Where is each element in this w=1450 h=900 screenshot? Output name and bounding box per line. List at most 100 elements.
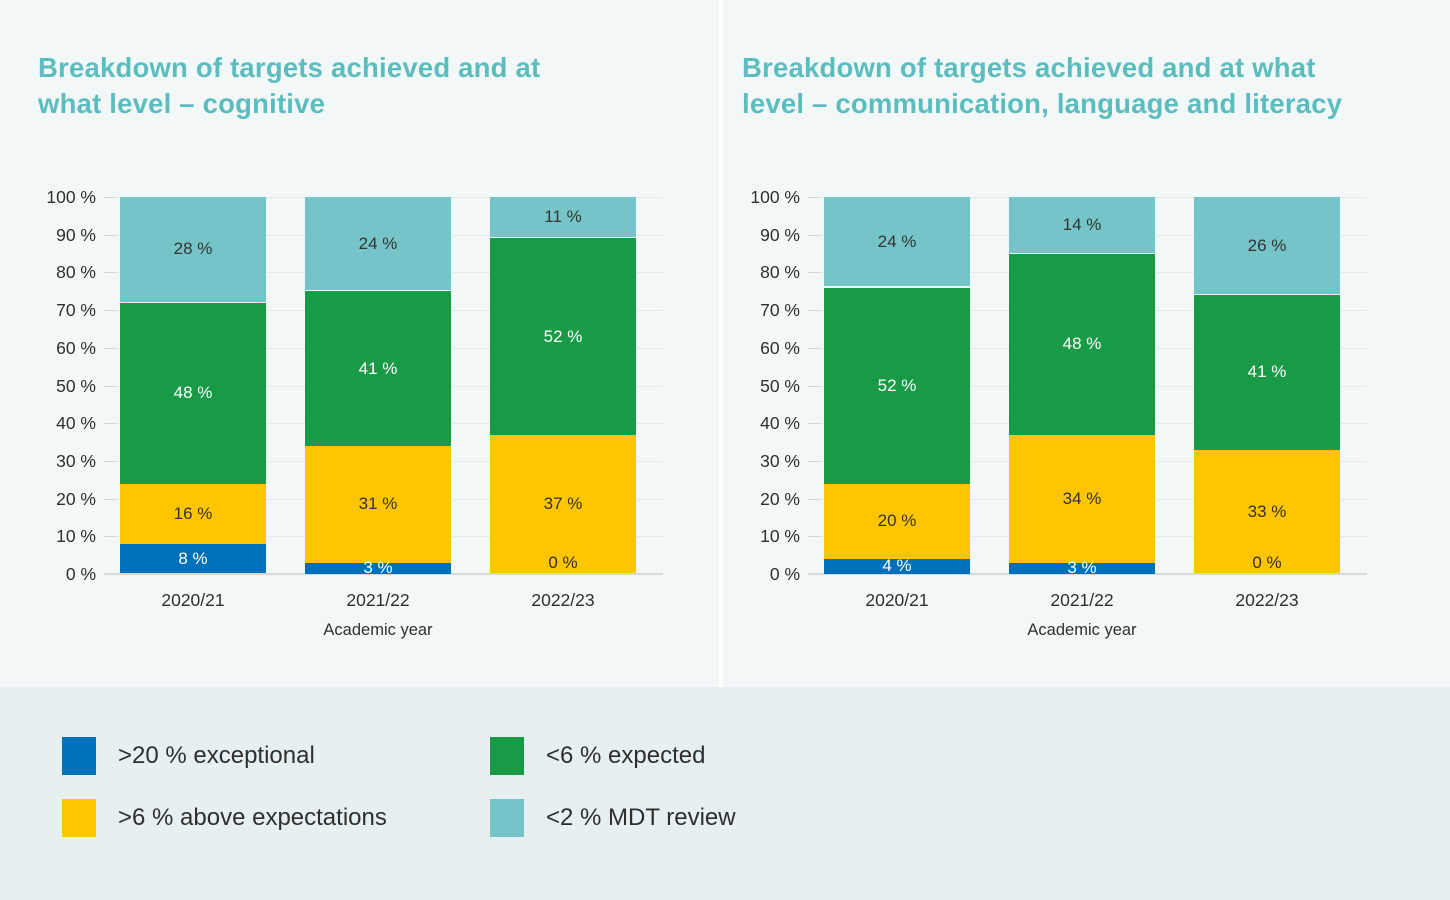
y-axis-tick xyxy=(808,498,820,500)
bar-2020/21: 4 % 20 % 52 % 24 % xyxy=(824,197,970,575)
category-label: 2021/22 xyxy=(346,590,410,610)
chart-title-cognitive-line-2: what level – cognitive xyxy=(38,88,326,119)
legend-item: >20 % exceptional xyxy=(62,737,490,775)
bar-segment-label: 3 % xyxy=(1067,558,1097,578)
bar-segment: 3 % xyxy=(1009,558,1155,577)
y-tick-label: 70 % xyxy=(760,300,800,321)
legend-swatch-above_expectations xyxy=(62,799,96,837)
y-tick-label: 50 % xyxy=(760,375,800,396)
bar-2021/22: 3 % 31 % 41 % 24 % xyxy=(305,197,451,577)
y-axis-tick xyxy=(104,197,116,198)
bar-segment: 3 % xyxy=(305,558,451,577)
bar-segment-label: 11 % xyxy=(544,207,582,227)
y-axis-tick xyxy=(808,460,820,462)
charts-area: Breakdown of targets achieved and at wha… xyxy=(38,0,1442,687)
y-tick-label: 90 % xyxy=(760,224,800,245)
bar-segment-label: 33 % xyxy=(1247,501,1287,521)
legend-swatch-mdt_review xyxy=(490,799,524,837)
legend-swatch-expected xyxy=(490,737,524,775)
category-label: 2020/21 xyxy=(865,590,929,610)
bar-segment-label: 48 % xyxy=(173,383,213,403)
y-axis-tick xyxy=(808,423,820,425)
y-tick-label: 100 % xyxy=(750,187,800,207)
bar-segment: 33 % xyxy=(1194,449,1340,574)
bar-2020/21: 8 % 16 % 48 % 28 % xyxy=(120,197,266,574)
bar-segment: 48 % xyxy=(120,302,266,484)
bar-segment-label: 0 % xyxy=(548,553,578,572)
legend-label: <6 % expected xyxy=(546,742,706,769)
plot-area-communication: 100 % 90 % 80 % 70 % 60 % 50 % 40 % 30 % 20 % 10 … xyxy=(750,187,1367,639)
bar-segment: 14 % xyxy=(1009,197,1155,254)
y-axis-tick xyxy=(808,536,820,538)
y-tick-label: 20 % xyxy=(56,488,96,509)
y-axis-tick xyxy=(808,272,820,274)
chart-communication: 100 % 90 % 80 % 70 % 60 % 50 % 40 % 30 % 20 % 10 … xyxy=(750,187,1367,667)
bar-segment-label: 26 % xyxy=(1247,235,1287,255)
legend-label: <2 % MDT review xyxy=(546,804,736,831)
bar-segment-label: 20 % xyxy=(877,511,917,531)
y-tick-label: 60 % xyxy=(56,337,96,358)
bar-segment-label: 37 % xyxy=(543,494,583,514)
bar-2021/22: 3 % 34 % 48 % 14 % xyxy=(1009,197,1155,577)
bar-segment-label: 24 % xyxy=(877,231,917,251)
bar-segment-label: 48 % xyxy=(1062,334,1102,354)
category-label: 2022/23 xyxy=(531,590,595,610)
y-tick-label: 40 % xyxy=(760,413,800,434)
y-axis-tick xyxy=(104,347,116,349)
y-tick-label: 100 % xyxy=(46,187,96,207)
bar-segment: 8 % xyxy=(120,543,266,574)
y-tick-label: 0 % xyxy=(769,564,800,584)
y-axis-tick xyxy=(104,234,116,236)
y-tick-label: 30 % xyxy=(56,450,96,471)
y-axis-tick xyxy=(808,234,820,236)
bar-2022/23: 0 % 33 % 41 % 26 % xyxy=(1194,197,1340,574)
y-axis-tick xyxy=(104,272,116,274)
bar-segment: 16 % xyxy=(120,483,266,544)
y-axis-tick xyxy=(104,460,116,462)
bar-segment: 31 % xyxy=(305,445,451,563)
bar-segment: 11 % xyxy=(490,197,636,239)
bar-segment: 37 % xyxy=(490,434,636,574)
y-tick-label: 10 % xyxy=(56,526,96,547)
bar-segment-label: 16 % xyxy=(173,503,213,523)
bar-segment: 41 % xyxy=(1194,295,1340,450)
y-axis-tick xyxy=(808,385,820,387)
y-tick-label: 80 % xyxy=(760,262,800,283)
x-axis-caption: Academic year xyxy=(323,621,433,639)
legend-label: >6 % above expectations xyxy=(118,804,387,831)
bar-segment: 28 % xyxy=(120,197,266,303)
y-axis-tick xyxy=(808,574,820,575)
y-tick-label: 40 % xyxy=(56,413,96,434)
legend-item: >6 % above expectations xyxy=(62,799,490,837)
y-tick-label: 20 % xyxy=(760,488,800,509)
y-tick-label: 80 % xyxy=(56,262,96,283)
y-tick-label: 60 % xyxy=(760,337,800,358)
y-tick-label: 50 % xyxy=(56,375,96,396)
chart-cognitive: 100 % 90 % 80 % 70 % 60 % 50 % 40 % 30 % 20 % 10 … xyxy=(46,187,663,667)
bar-segment-label: 41 % xyxy=(1247,362,1287,382)
chart-title-communication: Breakdown of targets achieved and at wha… xyxy=(742,50,1442,122)
bar-segment-label: 3 % xyxy=(363,558,393,578)
y-axis-tick xyxy=(808,197,820,198)
chart-title-communication-line-1: Breakdown of targets achieved and at wha… xyxy=(742,52,1316,83)
bar-segment-label: 52 % xyxy=(877,375,917,395)
legend-label: >20 % exceptional xyxy=(118,742,315,769)
category-label: 2021/22 xyxy=(1050,590,1114,610)
bar-segment-label: 0 % xyxy=(1252,553,1282,572)
bar-segment: 24 % xyxy=(305,197,451,292)
y-axis-tick xyxy=(104,536,116,538)
y-tick-label: 70 % xyxy=(56,300,96,321)
bar-segment: 52 % xyxy=(490,238,636,435)
chart-title-cognitive-line-1: Breakdown of targets achieved and at xyxy=(38,52,541,83)
bar-segment-label: 52 % xyxy=(543,326,583,346)
y-tick-label: 10 % xyxy=(760,526,800,547)
legend-band: >20 % exceptional >6 % above expectations… xyxy=(0,687,1450,900)
legend-item: <2 % MDT review xyxy=(490,799,918,837)
plot-area-cognitive: 100 % 90 % 80 % 70 % 60 % 50 % 40 % 30 % 20 % 10 … xyxy=(46,187,663,639)
bar-segment: 34 % xyxy=(1009,434,1155,563)
category-label: 2020/21 xyxy=(161,590,225,610)
x-axis-caption: Academic year xyxy=(1027,621,1137,639)
y-axis-tick xyxy=(808,347,820,349)
y-axis-tick xyxy=(104,574,116,575)
bar-segment: 48 % xyxy=(1009,253,1155,435)
